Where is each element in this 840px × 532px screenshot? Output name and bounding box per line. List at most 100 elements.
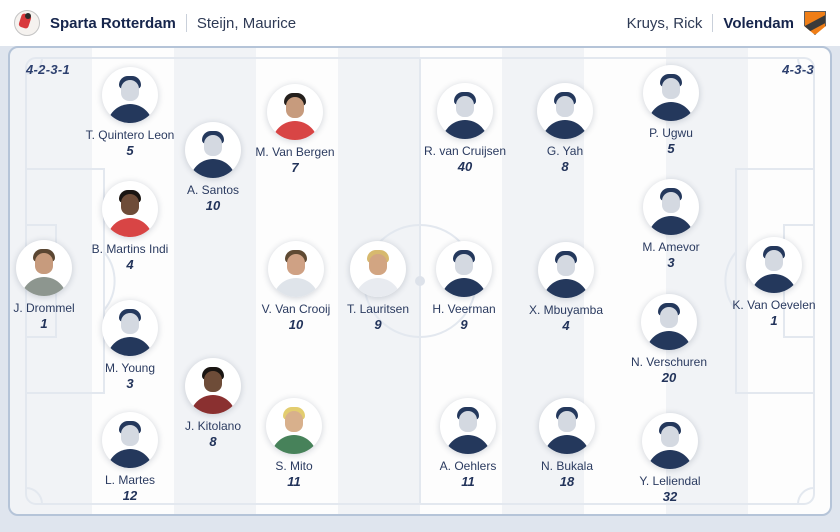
- player-card[interactable]: S. Mito 11: [234, 398, 354, 489]
- home-formation-label: 4-2-3-1: [26, 62, 71, 77]
- player-number: 20: [661, 370, 677, 385]
- away-team-name[interactable]: Volendam: [723, 14, 794, 32]
- avatar-shirt-icon: [544, 435, 590, 454]
- player-number: 10: [288, 317, 304, 332]
- player-avatar: [266, 398, 322, 454]
- player-number: 5: [126, 143, 134, 158]
- player-avatar: [641, 294, 697, 350]
- home-manager-name: Steijn, Maurice: [196, 14, 297, 32]
- player-name: S. Mito: [275, 459, 313, 473]
- player-avatar: [268, 241, 324, 297]
- avatar-face-icon: [456, 96, 474, 117]
- player-number: 3: [667, 255, 675, 270]
- player-avatar: [102, 181, 158, 237]
- player-card[interactable]: P. Ugwu 5: [611, 65, 731, 156]
- player-avatar: [436, 241, 492, 297]
- player-name: X. Mbuyamba: [528, 303, 604, 317]
- avatar-shirt-icon: [441, 278, 487, 297]
- player-avatar: [643, 179, 699, 235]
- player-number: 12: [122, 488, 138, 503]
- player-name: J. Kitolano: [184, 419, 242, 433]
- player-avatar: [185, 358, 241, 414]
- player-avatar: [643, 65, 699, 121]
- player-card-away-gk[interactable]: K. Van Oevelen 1: [714, 237, 830, 328]
- avatar-face-icon: [121, 425, 139, 446]
- player-number: 18: [559, 474, 575, 489]
- player-name: M. Van Bergen: [255, 145, 335, 159]
- player-avatar: [16, 240, 72, 296]
- player-avatar: [102, 67, 158, 123]
- avatar-face-icon: [558, 411, 576, 432]
- player-number: 9: [374, 317, 382, 332]
- player-number: 40: [457, 159, 473, 174]
- player-number: 1: [770, 313, 778, 328]
- avatar-face-icon: [459, 411, 477, 432]
- player-avatar: [746, 237, 802, 293]
- player-avatar: [267, 84, 323, 140]
- player-number: 11: [287, 474, 301, 489]
- player-card[interactable]: T. Quintero Leon 5: [70, 67, 190, 158]
- player-avatar: [642, 413, 698, 469]
- avatar-shirt-icon: [271, 435, 317, 454]
- avatar-face-icon: [121, 313, 139, 334]
- player-card[interactable]: N. Bukala 18: [507, 398, 627, 489]
- player-name: N. Verschuren: [630, 355, 708, 369]
- lineup-header: Sparta Rotterdam Steijn, Maurice Kruys, …: [0, 0, 840, 46]
- avatar-shirt-icon: [648, 216, 694, 235]
- player-avatar: [440, 398, 496, 454]
- player-card[interactable]: Y. Leliendal 32: [610, 413, 730, 504]
- player-number: 7: [291, 160, 299, 175]
- player-card[interactable]: R. van Cruijsen 40: [405, 83, 525, 174]
- avatar-shirt-icon: [543, 279, 589, 298]
- player-card[interactable]: N. Verschuren 20: [609, 294, 729, 385]
- avatar-face-icon: [660, 307, 678, 328]
- player-card[interactable]: X. Mbuyamba 4: [506, 242, 626, 333]
- player-card[interactable]: L. Martes 12: [70, 412, 190, 503]
- player-name: G. Yah: [546, 144, 584, 158]
- avatar-face-icon: [285, 411, 303, 432]
- avatar-shirt-icon: [542, 120, 588, 139]
- avatar-shirt-icon: [751, 274, 797, 293]
- player-name: J. Drommel: [13, 301, 75, 315]
- player-card[interactable]: T. Lauritsen 9: [318, 241, 438, 332]
- avatar-face-icon: [662, 192, 680, 213]
- avatar-face-icon: [765, 250, 783, 271]
- avatar-shirt-icon: [107, 104, 153, 123]
- player-card[interactable]: J. Kitolano 8: [153, 358, 273, 449]
- avatar-shirt-icon: [190, 159, 236, 178]
- home-team-name[interactable]: Sparta Rotterdam: [50, 14, 176, 32]
- header-divider: [712, 14, 714, 32]
- avatar-face-icon: [204, 371, 222, 392]
- player-card[interactable]: G. Yah 8: [505, 83, 625, 174]
- player-card[interactable]: A. Santos 10: [153, 122, 273, 213]
- avatar-shirt-icon: [190, 395, 236, 414]
- player-card[interactable]: M. Van Bergen 7: [235, 84, 355, 175]
- player-card[interactable]: V. Van Crooij 10: [236, 241, 356, 332]
- pitch: 4-2-3-1 4-3-3 J. Drommel 1 T. Quintero L…: [8, 46, 832, 516]
- player-card[interactable]: A. Oehlers 11: [408, 398, 528, 489]
- player-avatar: [537, 83, 593, 139]
- player-card[interactable]: M. Amevor 3: [611, 179, 731, 270]
- player-number: 11: [461, 474, 475, 489]
- avatar-face-icon: [35, 253, 53, 274]
- avatar-shirt-icon: [355, 278, 401, 297]
- avatar-shirt-icon: [445, 435, 491, 454]
- header-divider: [185, 14, 187, 32]
- player-card[interactable]: H. Veerman 9: [404, 241, 524, 332]
- avatar-shirt-icon: [273, 278, 319, 297]
- player-card[interactable]: M. Young 3: [70, 300, 190, 391]
- player-number: 4: [562, 318, 570, 333]
- player-avatar: [350, 241, 406, 297]
- avatar-face-icon: [287, 254, 305, 275]
- player-card-home-gk[interactable]: J. Drommel 1: [10, 240, 104, 331]
- avatar-face-icon: [661, 426, 679, 447]
- player-card[interactable]: B. Martins Indi 4: [70, 181, 190, 272]
- player-name: K. Van Oevelen: [732, 298, 816, 312]
- player-name: P. Ugwu: [649, 126, 693, 140]
- player-name: H. Veerman: [432, 302, 496, 316]
- player-name: T. Lauritsen: [346, 302, 410, 316]
- avatar-face-icon: [286, 97, 304, 118]
- player-name: M. Young: [104, 361, 156, 375]
- home-header: Sparta Rotterdam Steijn, Maurice: [14, 10, 296, 36]
- avatar-shirt-icon: [647, 450, 693, 469]
